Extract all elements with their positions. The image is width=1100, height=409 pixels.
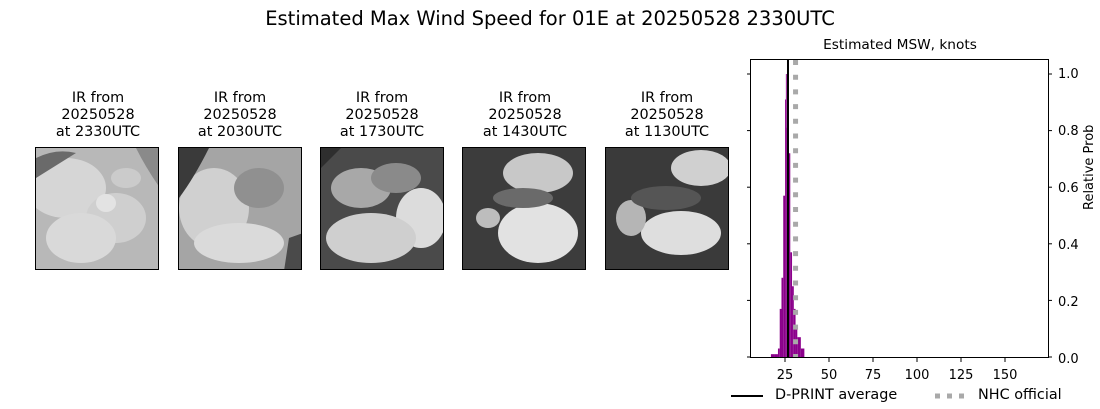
x-tick-label: 125 — [948, 368, 974, 383]
ir-image-3 — [320, 147, 444, 270]
histogram-bar — [779, 308, 782, 357]
y-tick-label: 1.0 — [1058, 67, 1079, 82]
thumbnail-title-4: IR from 20250528 at 1430UTC — [482, 90, 568, 140]
y-axis-label: Relative Prob — [1082, 124, 1097, 210]
x-tick-label: 150 — [992, 368, 1018, 383]
histogram-bar — [793, 308, 796, 357]
thumbnail-title-3: IR from 20250528 at 1730UTC — [339, 90, 425, 140]
histogram-bar — [770, 354, 775, 357]
thumbnail-title-2: IR from 20250528 at 2030UTC — [197, 90, 283, 140]
y-tick-label: 0.2 — [1058, 295, 1079, 310]
histogram-bar — [785, 99, 786, 357]
y-tick-label: 0.0 — [1058, 352, 1079, 367]
x-tick-label: 25 — [776, 368, 794, 383]
x-tick-label: 75 — [864, 368, 882, 383]
histogram-bar — [783, 195, 785, 357]
ir-image-1 — [35, 147, 159, 270]
histogram-bar — [788, 153, 791, 357]
x-tick-label: 100 — [904, 368, 930, 383]
histogram-bar — [785, 74, 787, 357]
ir-image-5 — [605, 147, 729, 270]
ir-image-4 — [462, 147, 586, 270]
chart-title: Estimated MSW, knots — [823, 37, 977, 53]
figure-title: Estimated Max Wind Speed for 01E at 2025… — [265, 7, 835, 30]
legend-solid-line-icon — [731, 395, 763, 397]
legend-dotted-line-icon — [935, 393, 967, 399]
histogram-bar — [790, 252, 793, 357]
thumbnail-title-5: IR from 20250528 at 1130UTC — [624, 90, 710, 140]
histogram-bar — [792, 286, 794, 357]
histogram-bar — [797, 337, 801, 357]
ir-image-2 — [178, 147, 302, 270]
histogram-bar — [781, 277, 784, 357]
y-tick-label: 0.4 — [1058, 238, 1079, 253]
legend-label-nhc: NHC official — [978, 387, 1062, 403]
legend-label-dprint: D-PRINT average — [775, 387, 898, 403]
x-tick-label: 50 — [820, 368, 838, 383]
thumbnail-title-1: IR from 20250528 at 2330UTC — [55, 90, 141, 140]
histogram-bar — [800, 348, 805, 357]
y-tick-label: 0.8 — [1058, 124, 1079, 139]
histogram-bar — [777, 348, 780, 357]
histogram-bar — [774, 354, 778, 357]
y-tick-label: 0.6 — [1058, 181, 1079, 196]
histogram-axes — [747, 59, 1052, 362]
